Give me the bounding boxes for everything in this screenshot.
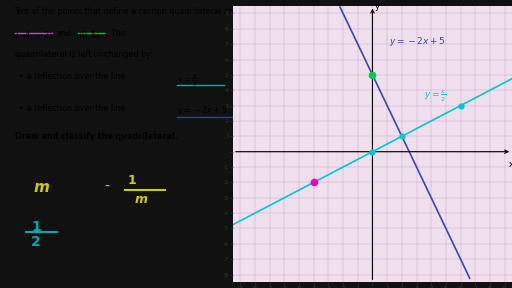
Text: and: and bbox=[57, 29, 72, 38]
Text: 1: 1 bbox=[127, 174, 136, 187]
Text: Draw and classify the quadrilateral.: Draw and classify the quadrilateral. bbox=[14, 132, 178, 141]
Text: -: - bbox=[104, 179, 109, 194]
Text: $(0,5)$: $(0,5)$ bbox=[78, 29, 100, 41]
Text: quadrilateral is left unchanged by:: quadrilateral is left unchanged by: bbox=[14, 50, 153, 59]
Text: y: y bbox=[375, 2, 380, 11]
Text: $y=-2x+5$: $y=-2x+5$ bbox=[177, 104, 228, 117]
Text: m: m bbox=[135, 193, 147, 206]
Text: $y=-2x+5$: $y=-2x+5$ bbox=[389, 35, 445, 48]
Text: 2: 2 bbox=[31, 235, 41, 249]
Text: $y=\frac{x}{2}$: $y=\frac{x}{2}$ bbox=[424, 89, 446, 104]
Text: $y=\dfrac{x}{2}$: $y=\dfrac{x}{2}$ bbox=[177, 72, 199, 90]
Text: Two of the points that define a certain quadrilateral are: Two of the points that define a certain … bbox=[14, 7, 238, 16]
Text: • a reflection over the line: • a reflection over the line bbox=[19, 72, 125, 81]
Text: • a reflection over the line: • a reflection over the line bbox=[19, 104, 125, 113]
Text: x: x bbox=[509, 160, 512, 169]
Text: . The: . The bbox=[106, 29, 126, 38]
Text: m: m bbox=[33, 179, 49, 194]
Text: 1: 1 bbox=[31, 220, 41, 234]
Text: $(-4,-2)$: $(-4,-2)$ bbox=[14, 29, 53, 41]
